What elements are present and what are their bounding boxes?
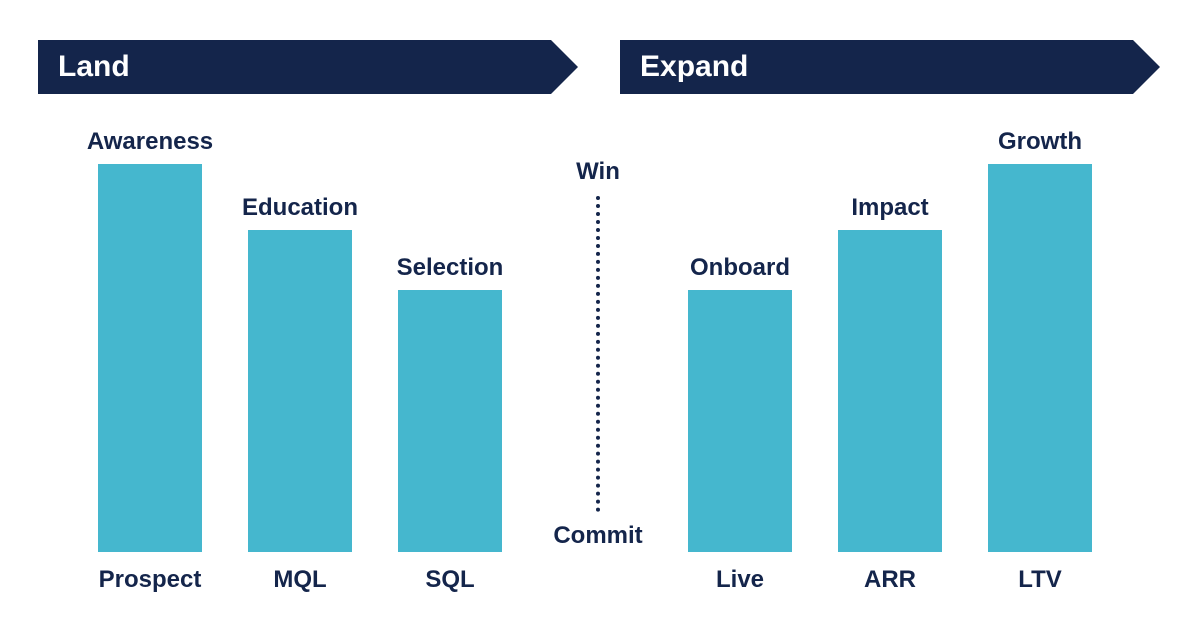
bar-selection-top-label: Selection: [358, 254, 542, 282]
bar-growth-rect: [988, 164, 1092, 552]
bar-selection-rect: [398, 290, 502, 552]
bar-growth-top-label: Growth: [948, 128, 1132, 156]
expand-banner-label: Expand: [640, 50, 748, 84]
bar-impact-top-label: Impact: [798, 194, 982, 222]
center-top-label-win: Win: [528, 158, 668, 186]
land-expand-infographic: Land Expand Awareness Prospect Education…: [0, 0, 1200, 628]
center-dotted-divider: [596, 196, 600, 512]
land-banner-label: Land: [58, 50, 130, 84]
bar-education-top-label: Education: [208, 194, 392, 222]
center-bottom-label-commit: Commit: [528, 522, 668, 550]
bar-onboard-top-label: Onboard: [648, 254, 832, 282]
bar-selection-bottom-label: SQL: [358, 566, 542, 594]
bar-awareness-top-label: Awareness: [58, 128, 242, 156]
bar-onboard-rect: [688, 290, 792, 552]
bar-impact-rect: [838, 230, 942, 552]
bar-growth-bottom-label: LTV: [948, 566, 1132, 594]
bar-education-rect: [248, 230, 352, 552]
bar-awareness-rect: [98, 164, 202, 552]
funnel-bar-chart: Awareness Prospect Education MQL Selecti…: [0, 0, 1200, 628]
